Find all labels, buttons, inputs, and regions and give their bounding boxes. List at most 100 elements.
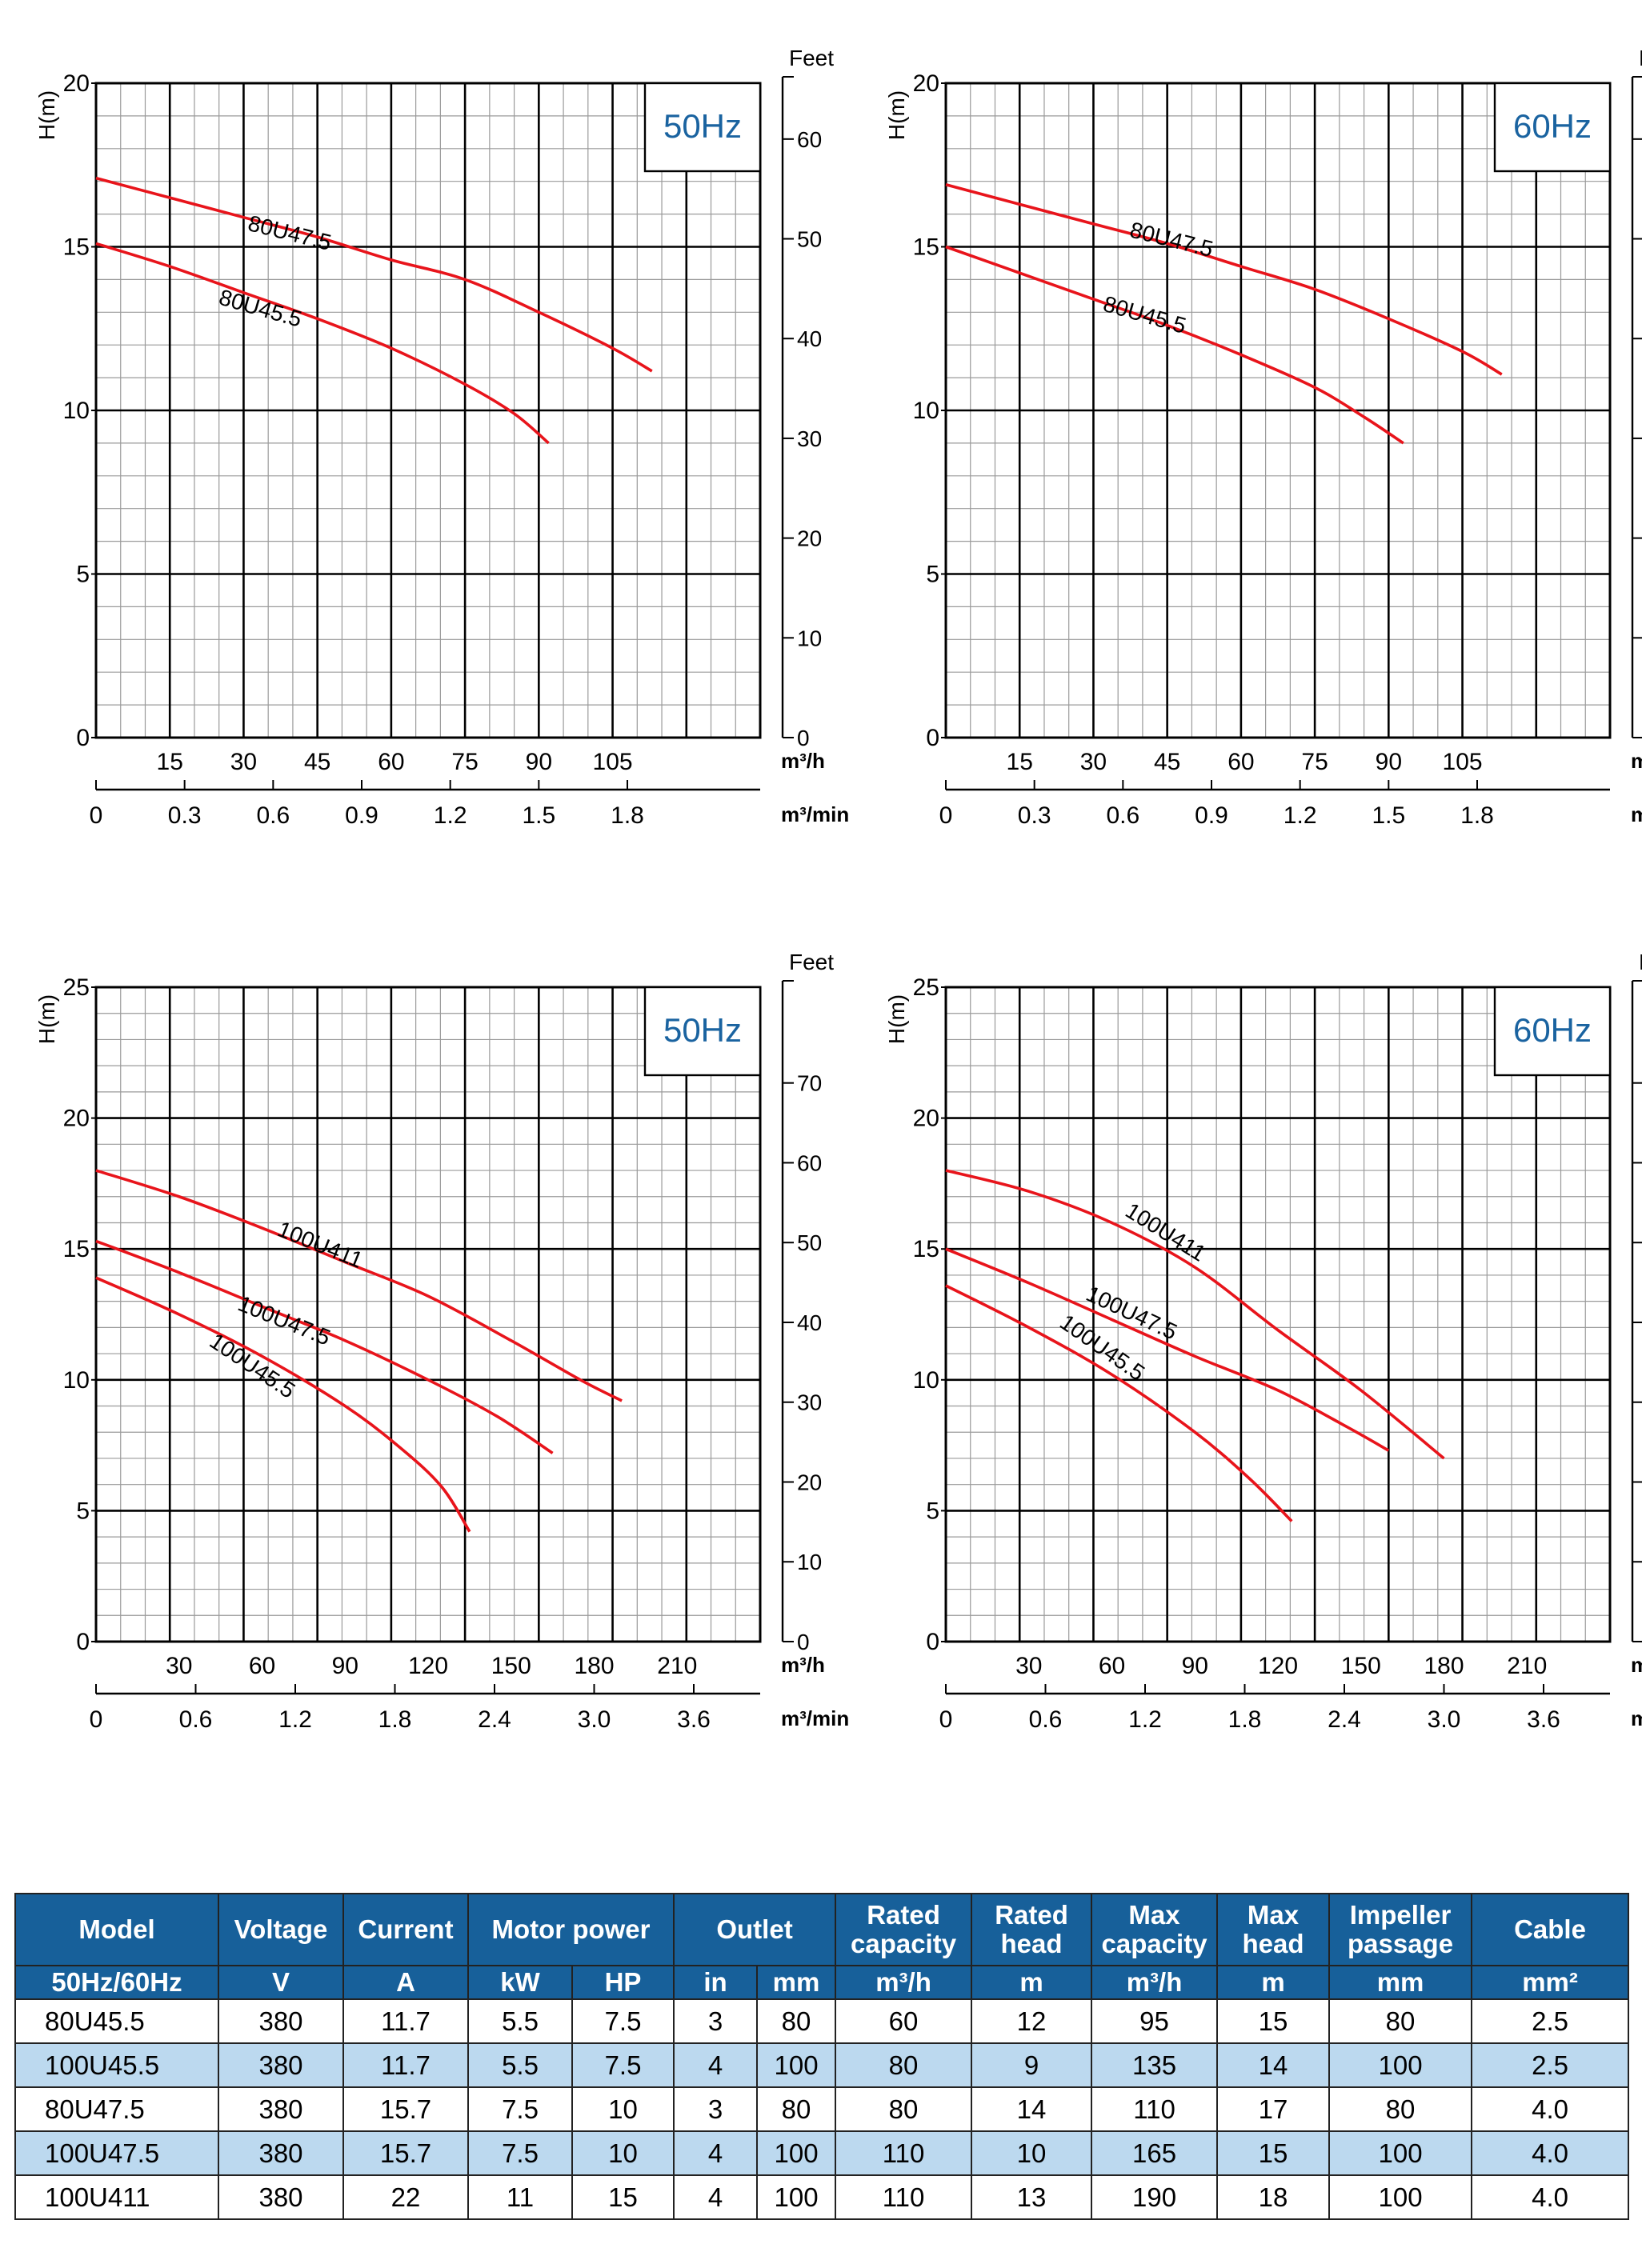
plot-frame — [944, 986, 1612, 1643]
table-cell: 80 — [835, 2042, 973, 2088]
pump-curve-chart: 05101520H(m)0102030405060Feet15304560759… — [850, 46, 1642, 829]
x2-tick-label: 0 — [90, 1706, 103, 1733]
feet-tick-label: 60 — [797, 1150, 822, 1175]
table-cell: 5.5 — [467, 2042, 573, 2088]
x-tick-label: 15 — [1007, 749, 1033, 775]
table-row: 100U47.5 380 15.7 7.5 10 4 100 110 10 165 15 100 4.0 — [14, 2130, 1630, 2176]
table-cell: 4.0 — [1471, 2086, 1630, 2132]
th-model: Model — [14, 1893, 219, 1966]
table-cell: 22 — [342, 2174, 469, 2220]
x2-tick-label: 1.8 — [611, 802, 644, 829]
curve-label: 100U411 — [274, 1216, 366, 1273]
y-tick-label: 15 — [63, 234, 90, 261]
freq-box — [643, 82, 762, 173]
th-unit: mm — [1328, 1965, 1473, 2000]
th-current: Current — [342, 1893, 469, 1966]
x2-tick-label: 1.5 — [522, 802, 555, 829]
y-tick-label: 10 — [913, 398, 939, 424]
y-tick-label: 20 — [913, 70, 939, 97]
table-row: 80U45.5 380 11.7 5.5 7.5 3 80 60 12 95 15 80 2.5 — [14, 1998, 1630, 2044]
model-cell: 80U47.5 — [14, 2086, 219, 2132]
table-cell: 4 — [673, 2174, 759, 2220]
x-tick-label: 120 — [408, 1653, 448, 1679]
x-tick-label: 120 — [1258, 1653, 1298, 1679]
x2-tick-label: 3.6 — [1527, 1706, 1560, 1733]
y-tick-label: 0 — [926, 1629, 939, 1655]
th-voltage: Voltage — [218, 1893, 344, 1966]
feet-tick-label: 20 — [797, 526, 822, 551]
minor-grid — [96, 987, 760, 1642]
feet-tick-label: 30 — [797, 1390, 822, 1415]
x-tick-label: 45 — [1154, 749, 1180, 775]
table-cell: 11 — [467, 2174, 573, 2220]
table-cell: 9 — [971, 2042, 1093, 2088]
x2-tick-label: 0.6 — [1029, 1706, 1063, 1733]
spec-table-body: 80U45.5 380 11.7 5.5 7.5 3 80 60 12 95 15 80 2.5 100U… — [14, 1998, 1630, 2220]
x-tick-label: 180 — [574, 1653, 614, 1679]
table-cell: 95 — [1091, 1998, 1219, 2044]
th-unit: m³/h — [1091, 1965, 1219, 2000]
x2-tick-label: 0.3 — [168, 802, 202, 829]
feet-axis-label: Feet — [1639, 950, 1642, 974]
x-tick-label: 180 — [1424, 1653, 1464, 1679]
x2-tick-label: 1.8 — [1228, 1706, 1262, 1733]
curve-100U47.5 — [95, 1239, 554, 1454]
table-cell: 110 — [835, 2130, 973, 2176]
table-cell: 11.7 — [342, 2042, 469, 2088]
table-cell: 380 — [218, 2086, 344, 2132]
x-tick-label: 90 — [526, 749, 552, 775]
feet-tick-label: 20 — [797, 1470, 822, 1494]
table-cell: 165 — [1091, 2130, 1219, 2176]
x2-unit-label: m³/min — [1631, 802, 1642, 826]
table-cell: 80 — [835, 2086, 973, 2132]
th-unit: m — [971, 1965, 1093, 2000]
table-cell: 15.7 — [342, 2130, 469, 2176]
th-cable: Cable — [1471, 1893, 1630, 1966]
feet-tick-label: 0 — [797, 726, 810, 750]
y-tick-label: 25 — [63, 974, 90, 1001]
x-tick-label: 105 — [1443, 749, 1483, 775]
th-rated-capacity: Rated capacity — [835, 1893, 973, 1966]
table-cell: 17 — [1216, 2086, 1331, 2132]
table-cell: 190 — [1091, 2174, 1219, 2220]
feet-tick-label: 10 — [797, 1550, 822, 1574]
curve-100U45.5 — [945, 1284, 1293, 1522]
x2-tick-label: 2.4 — [1328, 1706, 1361, 1733]
th-unit: mm — [756, 1965, 837, 2000]
freq-label: 50Hz — [663, 107, 742, 145]
curve-label: 80U47.5 — [246, 210, 334, 255]
x2-tick-label: 1.5 — [1372, 802, 1405, 829]
x2-tick-label: 0.9 — [345, 802, 378, 829]
th-unit: in — [673, 1965, 759, 2000]
y-tick-label: 5 — [926, 562, 939, 588]
th-unit: m³/h — [835, 1965, 973, 2000]
curve-label: 80U45.5 — [1100, 291, 1188, 338]
table-cell: 5.5 — [467, 1998, 573, 2044]
table-cell: 14 — [971, 2086, 1093, 2132]
y-tick-label: 5 — [926, 1498, 939, 1524]
table-cell: 2.5 — [1471, 2042, 1630, 2088]
th-motor-power: Motor power — [467, 1893, 675, 1966]
x2-unit-label: m³/min — [1631, 1706, 1642, 1730]
table-cell: 100 — [756, 2130, 837, 2176]
table-cell: 100 — [756, 2174, 837, 2220]
y-tick-label: 10 — [63, 1367, 90, 1394]
feet-tick-label: 40 — [797, 326, 822, 351]
freq-box — [1493, 82, 1612, 173]
x-tick-label: 45 — [304, 749, 330, 775]
table-cell: 100 — [756, 2042, 837, 2088]
x2-tick-label: 1.2 — [434, 802, 467, 829]
curve-80U47.5 — [95, 176, 653, 373]
freq-label: 50Hz — [663, 1011, 742, 1049]
table-cell: 15.7 — [342, 2086, 469, 2132]
x-tick-label: 30 — [1015, 1653, 1042, 1679]
y-tick-label: 15 — [913, 234, 939, 261]
x2-tick-label: 0 — [90, 802, 103, 829]
table-cell: 380 — [218, 2042, 344, 2088]
table-row: 80U47.5 380 15.7 7.5 10 3 80 80 14 110 17 80 4.0 — [14, 2086, 1630, 2132]
x-tick-label: 90 — [1182, 1653, 1208, 1679]
y-tick-label: 5 — [76, 1498, 90, 1524]
table-row: 100U411 380 22 11 15 4 100 110 13 190 18 100 4.0 — [14, 2174, 1630, 2220]
